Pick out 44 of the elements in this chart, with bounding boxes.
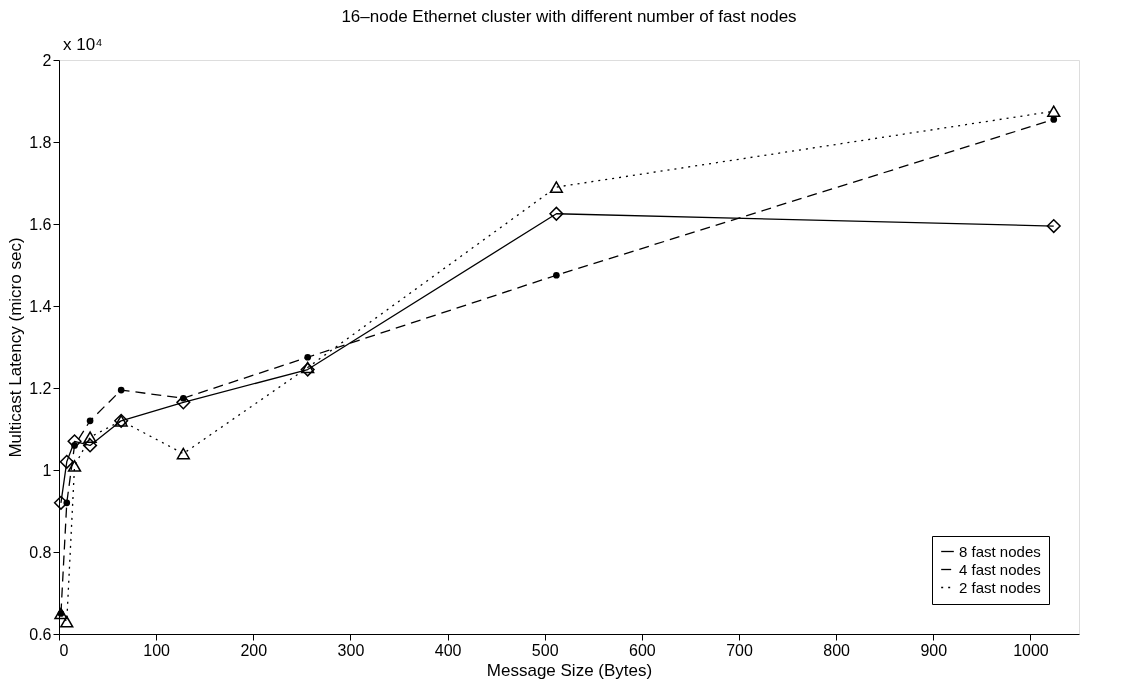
point xyxy=(83,431,97,444)
y-tick-label: 0.6 xyxy=(29,625,52,643)
x-tick-label: 200 xyxy=(240,641,268,659)
y-tick-label: 1.8 xyxy=(29,133,52,151)
x-tick-label: 300 xyxy=(337,641,365,659)
point xyxy=(83,438,98,453)
x-tick-label: 900 xyxy=(920,641,948,659)
x-axis-title: Message Size (Bytes) xyxy=(486,660,653,680)
y-tick-label: 1 xyxy=(42,461,52,479)
x-tick-label: 100 xyxy=(143,641,171,659)
y-tick-label: 1.2 xyxy=(29,379,52,397)
legend-label: 4 fast nodes xyxy=(959,560,1041,578)
point xyxy=(67,460,82,472)
x-tick-label: 600 xyxy=(629,641,656,659)
y-tick-label: 1.6 xyxy=(29,215,52,233)
chart-title: 16–node Ethernet cluster with different number of fast nodes xyxy=(341,7,797,26)
point xyxy=(1047,105,1061,118)
x-tick-label: 0 xyxy=(59,641,69,659)
x-tick-label: 1000 xyxy=(1013,641,1049,659)
x-tick-label: 500 xyxy=(531,641,559,659)
point xyxy=(60,615,74,628)
x-tick-label: 700 xyxy=(726,641,753,659)
y-tick-label: 0.8 xyxy=(29,543,52,561)
point xyxy=(71,442,78,449)
legend-label: 2 fast nodes xyxy=(959,578,1041,596)
y-axis-title: Multicast Latency (micro sec) xyxy=(6,237,26,458)
point xyxy=(117,386,125,394)
point xyxy=(179,394,187,402)
point xyxy=(1046,218,1061,234)
point xyxy=(59,454,74,469)
y-tick-label: 1.4 xyxy=(29,297,52,315)
point xyxy=(553,271,560,279)
point xyxy=(549,181,564,193)
legend-label: 8 fast nodes xyxy=(959,542,1041,560)
point xyxy=(1050,116,1058,123)
text: x 10⁴ xyxy=(63,35,103,54)
point xyxy=(176,447,191,460)
point xyxy=(86,417,94,425)
point xyxy=(304,353,312,361)
x-tick-label: 800 xyxy=(823,641,851,659)
point xyxy=(549,206,564,221)
y-tick-label: 2 xyxy=(42,51,52,69)
point xyxy=(63,499,71,507)
x-tick-label: 400 xyxy=(434,641,462,659)
